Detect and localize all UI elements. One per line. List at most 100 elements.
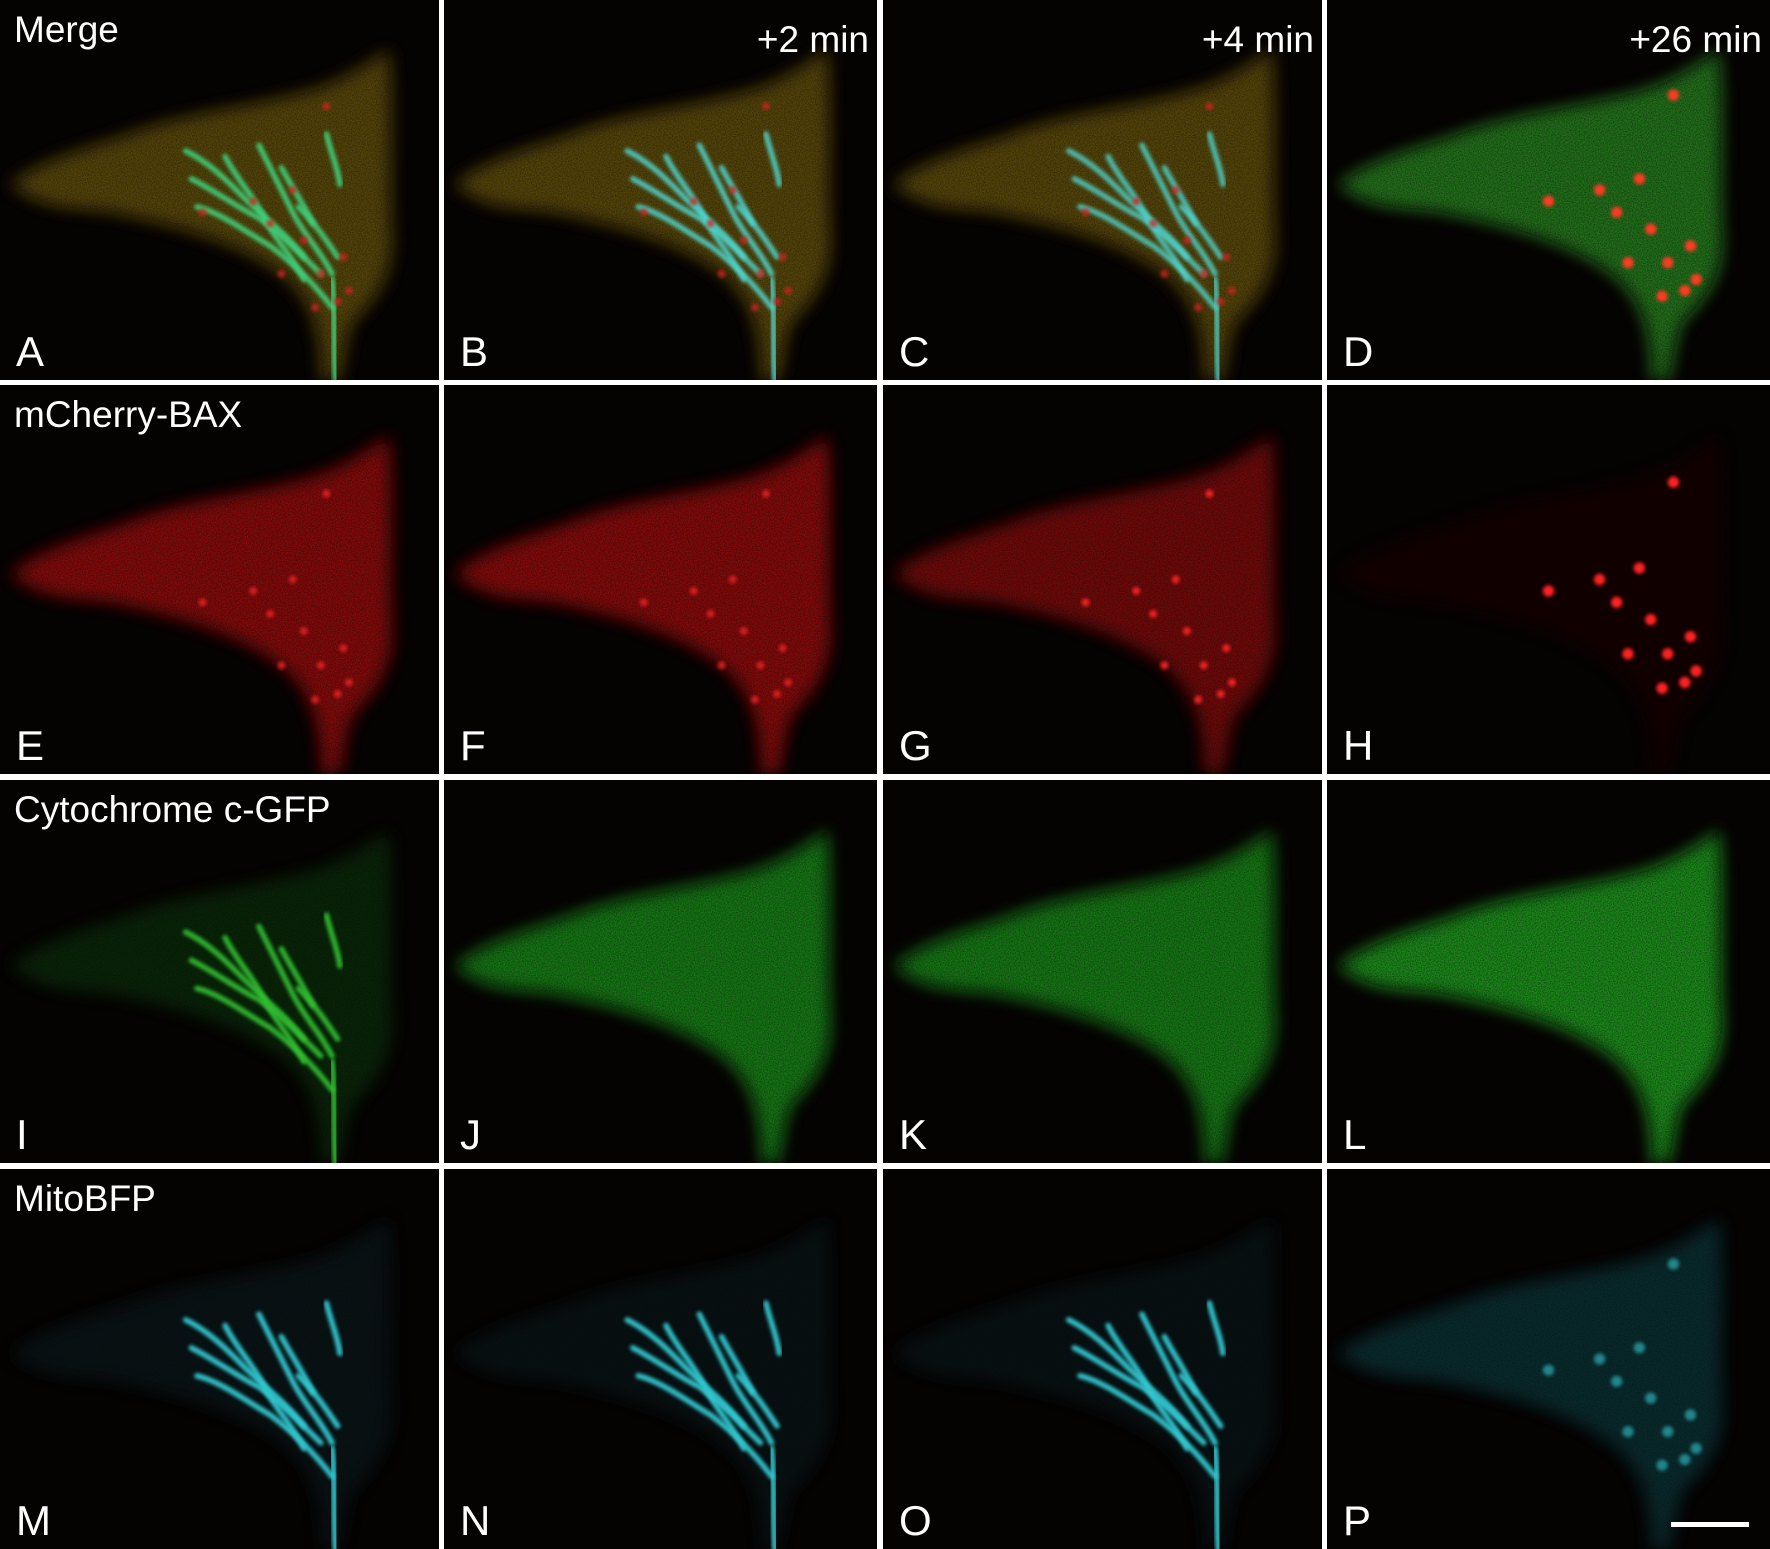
panel-image [1327,780,1770,1163]
panel: +26 min D [1327,0,1770,380]
puncta [778,644,787,653]
mitochondrion [222,153,307,283]
puncta [339,253,348,261]
puncta [1662,648,1674,660]
panel-image [883,1169,1322,1549]
puncta [1656,290,1668,302]
panel-letter: P [1343,1497,1371,1544]
puncta [756,661,765,670]
puncta [784,286,793,295]
mitochondrion [295,985,341,1042]
puncta [1542,1364,1555,1376]
puncta [1149,219,1158,228]
panel-letter: G [899,722,932,769]
puncta [1622,257,1634,269]
panel-image [0,0,439,380]
cell [455,436,831,774]
puncta [1542,195,1555,207]
mitochondrion [295,203,341,260]
puncta [639,208,648,217]
panel-letter: K [899,1111,927,1158]
mitochondrion [256,1311,335,1446]
puncta [778,253,787,261]
mitochondrion [222,1322,307,1452]
panel-letter: E [16,722,44,769]
puncta [639,598,648,607]
mitochondrion [1105,1322,1190,1452]
panel: L [1327,780,1770,1163]
puncta [249,197,258,206]
panel: H [1327,385,1770,774]
panel-letter: M [16,1497,51,1544]
mitochondrion [635,203,775,311]
mitochondrion [635,1372,775,1480]
panel: J [444,780,877,1163]
puncta [728,186,737,194]
panel-image [444,385,877,774]
puncta [762,489,770,498]
cell-grain [11,1219,392,1549]
puncta [288,186,297,194]
mitochondrion [663,1322,747,1452]
puncta [784,678,793,687]
puncta [266,219,275,228]
cell-grain [894,830,1275,1163]
puncta [1199,661,1208,670]
mitochondrion [1071,1345,1207,1446]
cell [894,1219,1275,1549]
cell [455,1219,831,1549]
panel: Cytochrome c-GFP I [0,780,439,1163]
panel-image [1327,1169,1770,1549]
puncta [1610,1375,1623,1387]
mitochondrion [256,923,335,1059]
panel-letter: I [16,1111,28,1158]
puncta [316,661,325,670]
cell-grain [1338,436,1723,774]
cell-grain [894,1219,1275,1549]
panel: MitoBFP M [0,1169,439,1549]
mitochondrion [663,153,747,283]
puncta [198,208,207,217]
puncta [1633,1342,1646,1354]
puncta [1222,644,1231,653]
panel: G [883,385,1322,774]
puncta [322,489,331,498]
panel-image [883,385,1322,774]
panel-letter: B [460,328,488,375]
puncta [1622,1426,1634,1438]
mitochondrion [323,131,343,188]
puncta [1228,286,1236,295]
mitochondrion [735,1372,780,1429]
puncta [1542,585,1555,597]
puncta [773,297,781,306]
puncta [339,644,348,653]
panel-image [883,780,1322,1163]
cell-grain [1338,50,1723,380]
mitochondrion [329,1058,339,1163]
mitochondrion [323,1300,343,1357]
puncta [1081,598,1090,607]
puncta [1160,269,1169,278]
row-label: mCherry-BAX [14,394,242,435]
cell [894,436,1275,774]
mitochondrion [1206,131,1226,188]
panel: N [444,1169,877,1549]
panel-image [444,780,877,1163]
puncta [706,609,715,618]
puncta [1667,89,1680,101]
puncta [311,303,320,312]
puncta [1199,269,1208,278]
mitochondrion [629,176,764,277]
puncta [1684,1409,1697,1421]
puncta [1645,1392,1657,1404]
panel-image [1327,0,1770,380]
puncta [266,609,275,618]
cell [11,1219,392,1549]
mitochondrion [188,1345,324,1446]
mitochondrion [763,131,783,188]
puncta [1171,186,1180,194]
puncta [1633,562,1646,574]
mitochondrion [1212,1445,1222,1549]
mitochondrion [323,912,343,969]
mitochondrion [222,934,307,1065]
